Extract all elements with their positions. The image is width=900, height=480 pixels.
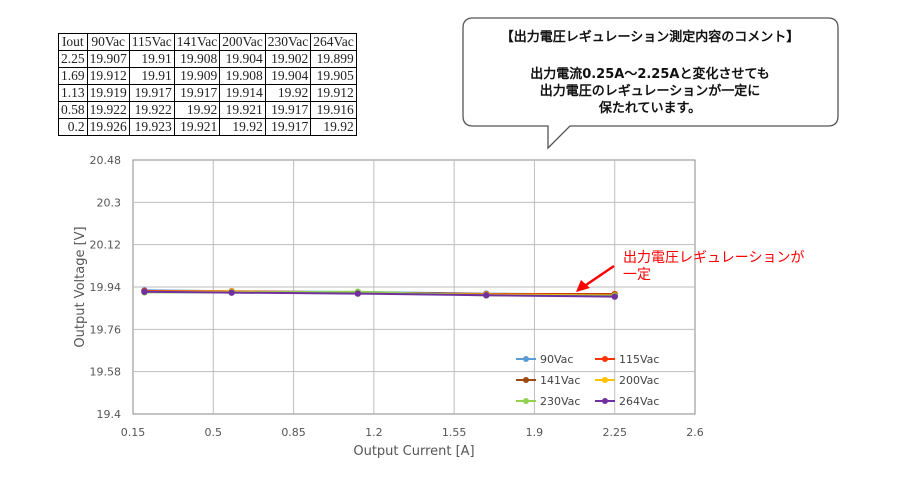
legend-label: 200Vac: [619, 374, 659, 387]
table-cell: 19.922: [86, 101, 130, 119]
legend-swatch-marker: [602, 398, 608, 404]
table-cell: 19.926: [86, 118, 130, 136]
data-table: Iout 90Vac 115Vac 141Vac 200Vac 230Vac 264Vac …: [58, 33, 357, 136]
table-cell: 19.92: [219, 118, 266, 136]
y-tick-label: 19.58: [90, 366, 122, 379]
table-cell: 19.91: [128, 50, 175, 68]
y-tick-label: 19.94: [90, 281, 122, 294]
annotation-arrowhead: [576, 280, 590, 292]
legend-swatch-marker: [523, 398, 529, 404]
table-row: 1.69 19.912 19.91 19.909 19.908 19.904 19.905: [58, 67, 357, 85]
y-tick-label: 20.3: [97, 196, 122, 209]
legend-swatch-marker: [523, 377, 529, 383]
x-tick-label: 1.9: [526, 426, 544, 439]
table-header-cell: 200Vac: [219, 33, 266, 51]
legend-swatch-marker: [602, 377, 608, 383]
x-tick-label: 2.25: [602, 426, 627, 439]
gridlines: [133, 160, 695, 414]
data-point: [141, 288, 148, 295]
table-cell: 19.917: [264, 118, 312, 136]
table-cell: 19.899: [310, 50, 357, 68]
table-cell: 19.916: [310, 101, 357, 119]
callout-line-1: 出力電流0.25A～2.25Aと変化させても: [530, 66, 770, 82]
legend-label: 230Vac: [540, 395, 580, 408]
x-axis-label: Output Current [A]: [353, 444, 474, 459]
table-cell: 19.904: [264, 67, 312, 85]
y-tick-label: 19.4: [97, 408, 122, 421]
table-body: 2.25 19.907 19.91 19.908 19.904 19.902 19.899 1…: [58, 50, 357, 136]
legend-swatch-marker: [523, 356, 529, 362]
x-tick-label: 0.15: [121, 426, 146, 439]
table-cell: 19.919: [86, 84, 130, 102]
data-point: [228, 289, 235, 296]
y-tick-label: 20.12: [90, 239, 122, 252]
x-tick-labels: 0.15 0.5 0.85 1.2 1.55 1.9 2.25 2.6: [121, 426, 704, 439]
legend-swatch-marker: [602, 356, 608, 362]
y-tick-label: 19.76: [90, 323, 122, 336]
data-point: [354, 290, 361, 297]
table-cell: 19.917: [173, 84, 221, 102]
legend-label: 115Vac: [619, 353, 659, 366]
data-point: [611, 293, 618, 300]
table-cell: 19.908: [219, 67, 266, 85]
legend-label: 264Vac: [619, 395, 659, 408]
table-cell: 19.91: [128, 67, 175, 85]
table-cell: 19.92: [310, 118, 357, 136]
regulation-annotation: 出力電圧レギュレーションが 一定: [576, 250, 804, 292]
annotation-line-1: 出力電圧レギュレーションが: [623, 250, 804, 266]
table-cell: 0.2: [58, 118, 88, 136]
legend: 90Vac 115Vac 141Vac 200Vac 230Vac 264Vac: [516, 353, 659, 408]
table-header-cell: Iout: [58, 33, 88, 51]
data-point: [483, 292, 490, 299]
legend-label: 90Vac: [540, 353, 573, 366]
table-cell: 19.92: [264, 84, 312, 102]
annotation-arrow-line: [582, 264, 615, 289]
comment-callout: 【出力電圧レギュレーション測定内容のコメント】 出力電流0.25A～2.25Aと…: [462, 17, 839, 150]
table-cell: 19.92: [173, 101, 221, 119]
table-cell: 19.912: [86, 67, 130, 85]
legend-label: 141Vac: [540, 374, 580, 387]
table-row: 0.2 19.926 19.923 19.921 19.92 19.917 19.92: [58, 118, 357, 136]
y-axis-label: Output Voltage [V]: [73, 226, 88, 347]
x-tick-label: 1.55: [442, 426, 467, 439]
annotation-line-2: 一定: [623, 267, 651, 283]
callout-line-3: 保たれています。: [598, 100, 701, 116]
table-cell: 19.907: [86, 50, 130, 68]
table-row: 2.25 19.907 19.91 19.908 19.904 19.902 19.899: [58, 50, 357, 68]
table-row: 1.13 19.919 19.917 19.917 19.914 19.92 19.912: [58, 84, 357, 102]
callout-bubble: [462, 17, 839, 150]
table-cell: 19.921: [219, 101, 266, 119]
x-tick-label: 2.6: [686, 426, 704, 439]
table-cell: 19.905: [310, 67, 357, 85]
x-tick-label: 0.85: [281, 426, 306, 439]
y-tick-labels: 19.4 19.58 19.76 19.94 20.12 20.3 20.48: [90, 154, 122, 421]
table-cell: 1.13: [58, 84, 88, 102]
y-tick-label: 20.48: [90, 154, 122, 167]
x-tick-label: 1.2: [365, 426, 383, 439]
table-header-row: Iout 90Vac 115Vac 141Vac 200Vac 230Vac 264Vac: [58, 33, 357, 51]
table-cell: 19.923: [128, 118, 175, 136]
table-header-cell: 230Vac: [264, 33, 312, 51]
callout-title: 【出力電圧レギュレーション測定内容のコメント】: [501, 29, 799, 45]
series-lines: [141, 287, 618, 300]
table-cell: 19.902: [264, 50, 312, 68]
table-cell: 19.909: [173, 67, 221, 85]
callout-line-2: 出力電圧のレギュレーションが一定に: [540, 83, 760, 99]
x-tick-label: 0.5: [205, 426, 223, 439]
